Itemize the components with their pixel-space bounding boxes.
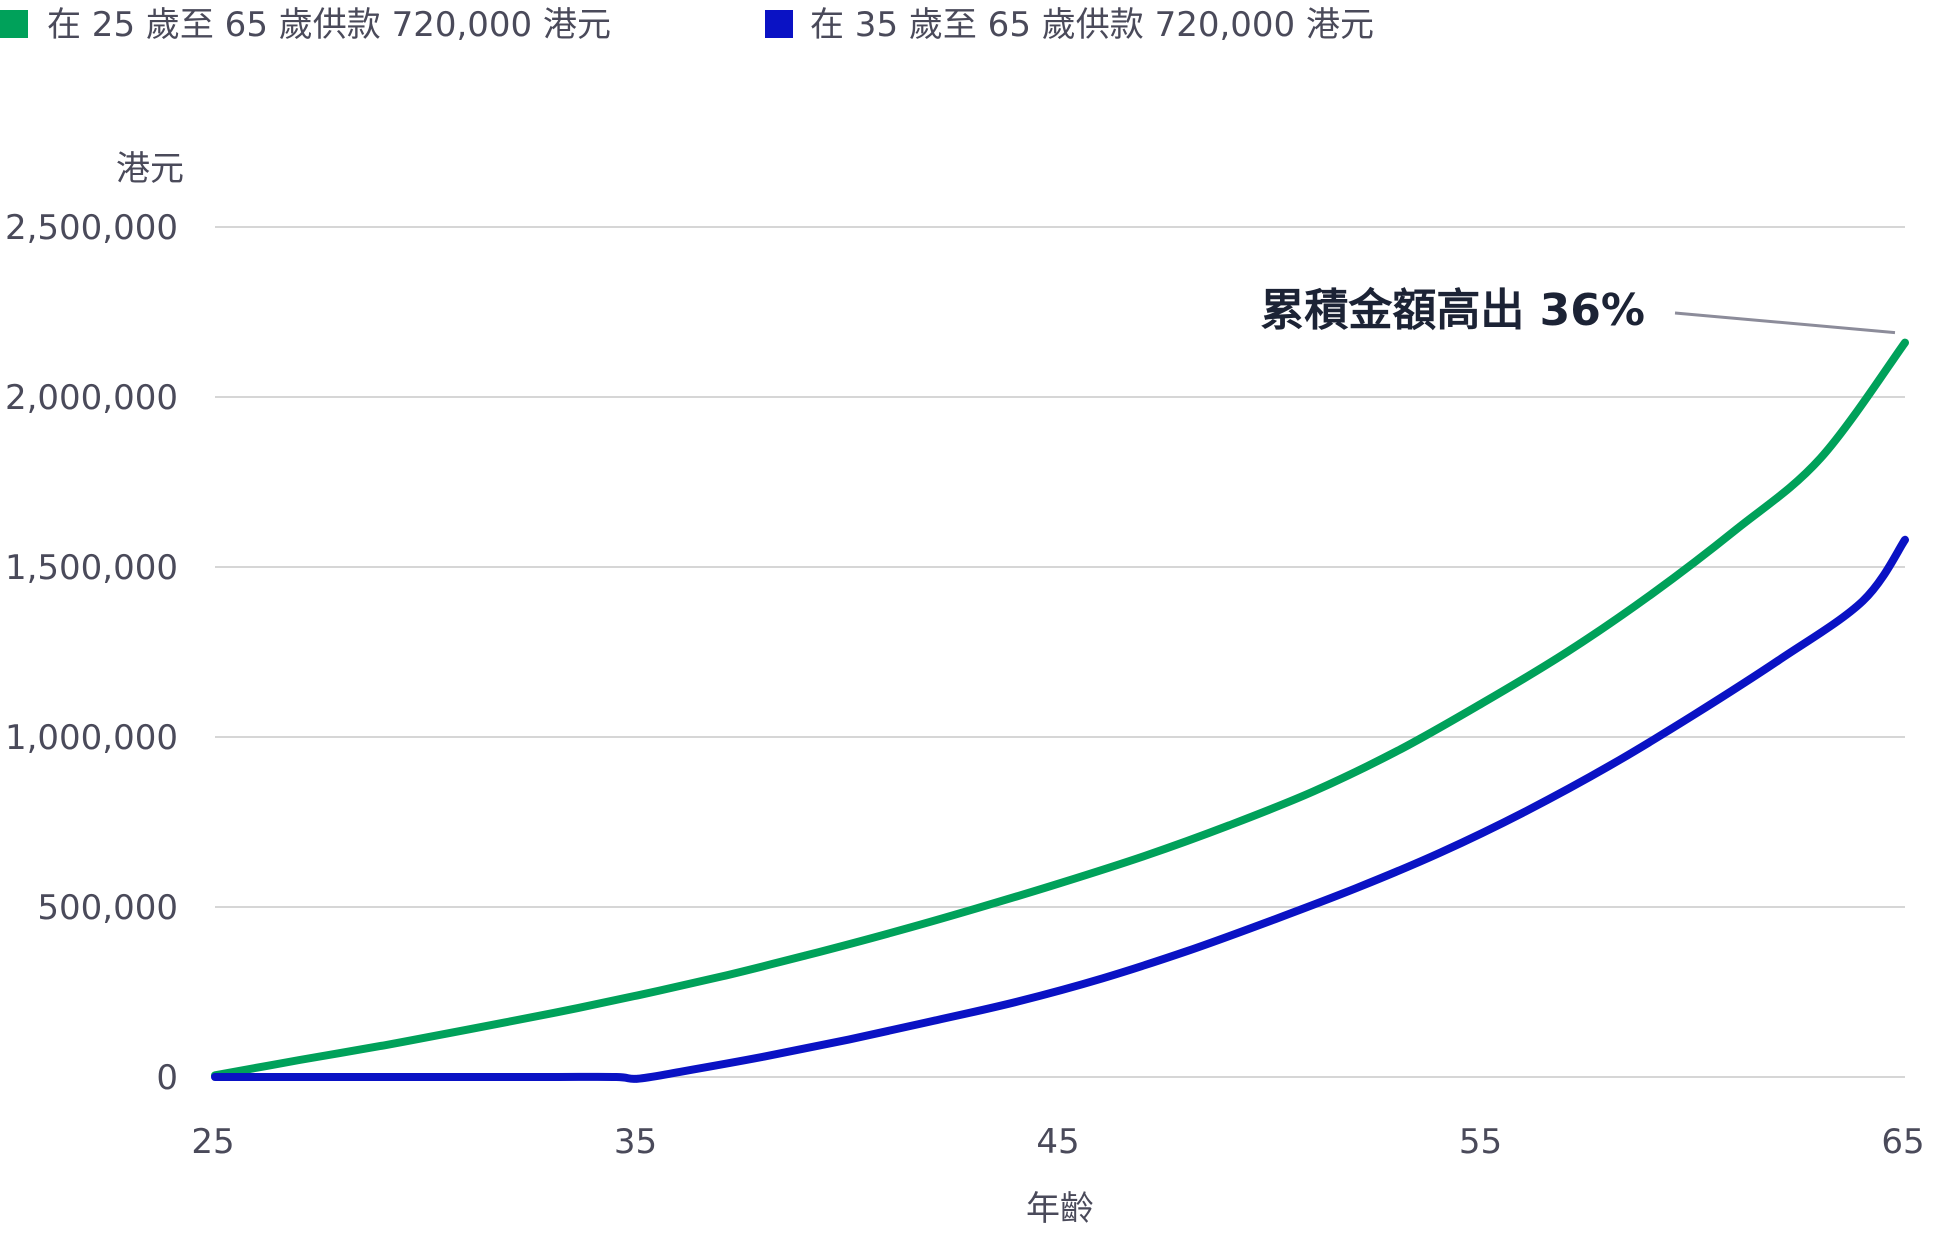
- x-tick-label: 35: [614, 1122, 657, 1162]
- y-tick-label: 2,500,000: [5, 208, 178, 248]
- legend-label-1: 在 25 歲至 65 歲供款 720,000 港元: [47, 5, 611, 45]
- legend: 在 25 歲至 65 歲供款 720,000 港元 在 35 歲至 65 歲供款 …: [0, 5, 1374, 45]
- annotation-leader-line: [1674, 311, 1896, 335]
- legend-swatch-2: [765, 10, 793, 38]
- y-tick-label: 0: [156, 1058, 178, 1098]
- grid-layer: [215, 226, 1905, 1078]
- axis-layer: 0 500,000 1,000,000 1,500,000 2,000,000 2,500…: [5, 149, 1925, 1229]
- x-tick-label: 45: [1036, 1122, 1079, 1162]
- x-tick-label: 25: [191, 1122, 234, 1162]
- annotation-text: 累積金額高出 36%: [1260, 285, 1645, 336]
- series-line-2: [211, 535, 1909, 1083]
- y-tick-label: 1,000,000: [5, 718, 178, 758]
- y-axis-label: 港元: [116, 149, 184, 189]
- annotation-layer: 累積金額高出 36%: [1260, 285, 1896, 336]
- x-axis-label: 年齡: [1026, 1189, 1094, 1229]
- y-tick-label: 500,000: [37, 888, 178, 928]
- y-tick-label: 1,500,000: [5, 548, 178, 588]
- y-tick-label: 2,000,000: [5, 378, 178, 418]
- x-tick-label: 55: [1459, 1122, 1502, 1162]
- series-layer: [211, 338, 1909, 1083]
- x-tick-label: 65: [1881, 1122, 1924, 1162]
- series-line-1: [211, 338, 1909, 1080]
- legend-swatch-1: [0, 10, 28, 38]
- legend-label-2: 在 35 歲至 65 歲供款 720,000 港元: [810, 5, 1374, 45]
